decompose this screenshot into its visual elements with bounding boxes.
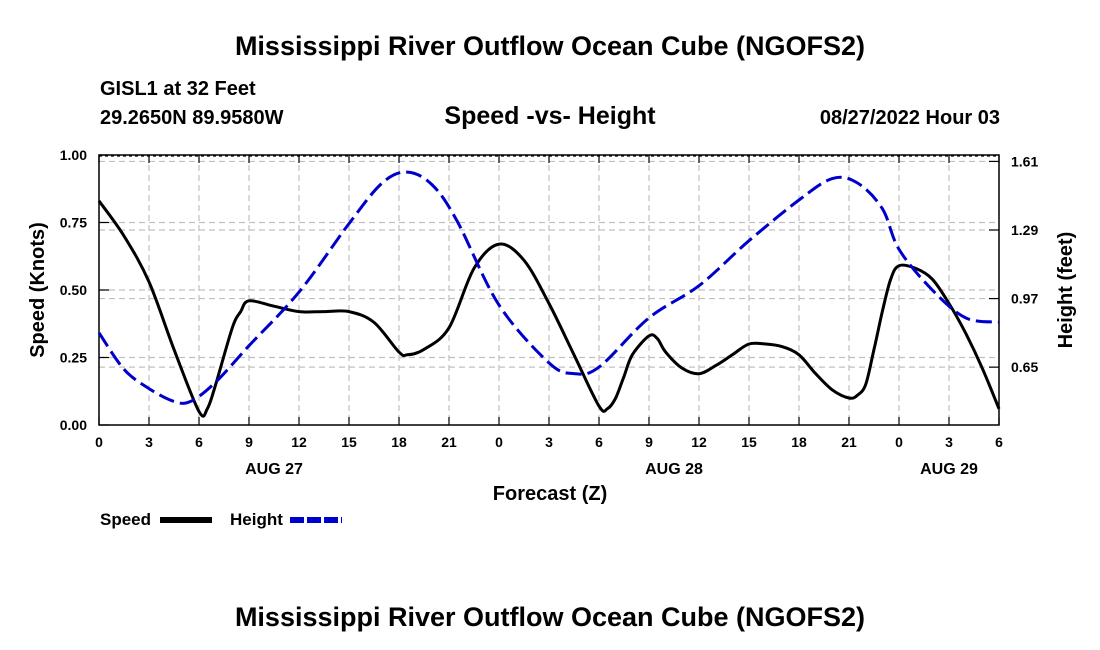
y-tick-label: 1.00 (60, 147, 87, 163)
y2-tick-label: 1.29 (1011, 222, 1038, 238)
location-label: 29.2650N 89.9580W (100, 107, 284, 129)
y-axis-label: Speed (Knots) (27, 222, 49, 358)
y-tick-label: 0.25 (60, 350, 87, 366)
x-date-label: AUG 27 (245, 461, 303, 478)
axis-ticks (98, 154, 1000, 426)
x-tick-label: 12 (691, 434, 707, 450)
y2-tick-label: 1.61 (1011, 153, 1038, 169)
x-date-label: AUG 29 (920, 461, 978, 478)
y-tick-label: 0.00 (60, 417, 87, 433)
plot-frame (98, 154, 1000, 426)
x-tick-label: 9 (645, 434, 653, 450)
x-tick-label: 18 (391, 434, 407, 450)
tick-labels: 0 3 6 9 12 15 18 21 0 3 6 9 12 15 18 21 0 3 6 AUG 27 AUG 28 A… (60, 147, 1039, 478)
x-tick-label: 12 (291, 434, 307, 450)
x-tick-label: 21 (841, 434, 857, 450)
x-tick-label: 9 (245, 434, 253, 450)
x-tick-label: 3 (145, 434, 153, 450)
x-axis-label: Forecast (Z) (493, 483, 607, 505)
series-line-speed (97, 200, 1001, 418)
y2-tick-label: 0.65 (1011, 359, 1038, 375)
legend-label-speed: Speed (100, 510, 151, 529)
data-series (97, 170, 1001, 418)
x-tick-label: 21 (441, 434, 457, 450)
x-date-label: AUG 28 (645, 461, 703, 478)
grid-lines (99, 155, 999, 425)
forecast-timestamp: 08/27/2022 Hour 03 (820, 107, 1000, 129)
x-tick-label: 0 (895, 434, 903, 450)
x-tick-label: 0 (495, 434, 503, 450)
x-tick-label: 6 (995, 434, 1003, 450)
legend-label-height: Height (230, 510, 283, 529)
y-tick-label: 0.50 (60, 282, 87, 298)
x-tick-label: 6 (195, 434, 203, 450)
footer-title: Mississippi River Outflow Ocean Cube (NG… (235, 602, 865, 632)
station-label: GISL1 at 32 Feet (100, 78, 256, 100)
y2-axis-label: Height (feet) (1055, 232, 1077, 349)
x-tick-label: 15 (741, 434, 757, 450)
x-tick-label: 3 (545, 434, 553, 450)
chart-subtitle: Speed -vs- Height (444, 102, 656, 130)
legend: Speed Height (100, 510, 342, 529)
y2-tick-label: 0.97 (1011, 291, 1038, 307)
x-tick-label: 6 (595, 434, 603, 450)
x-tick-label: 0 (95, 434, 103, 450)
x-tick-label: 15 (341, 434, 357, 450)
series-line-height (97, 170, 1000, 405)
y-tick-label: 0.75 (60, 215, 87, 231)
x-tick-label: 18 (791, 434, 807, 450)
chart-main-title: Mississippi River Outflow Ocean Cube (NG… (235, 31, 865, 61)
x-tick-label: 3 (945, 434, 953, 450)
